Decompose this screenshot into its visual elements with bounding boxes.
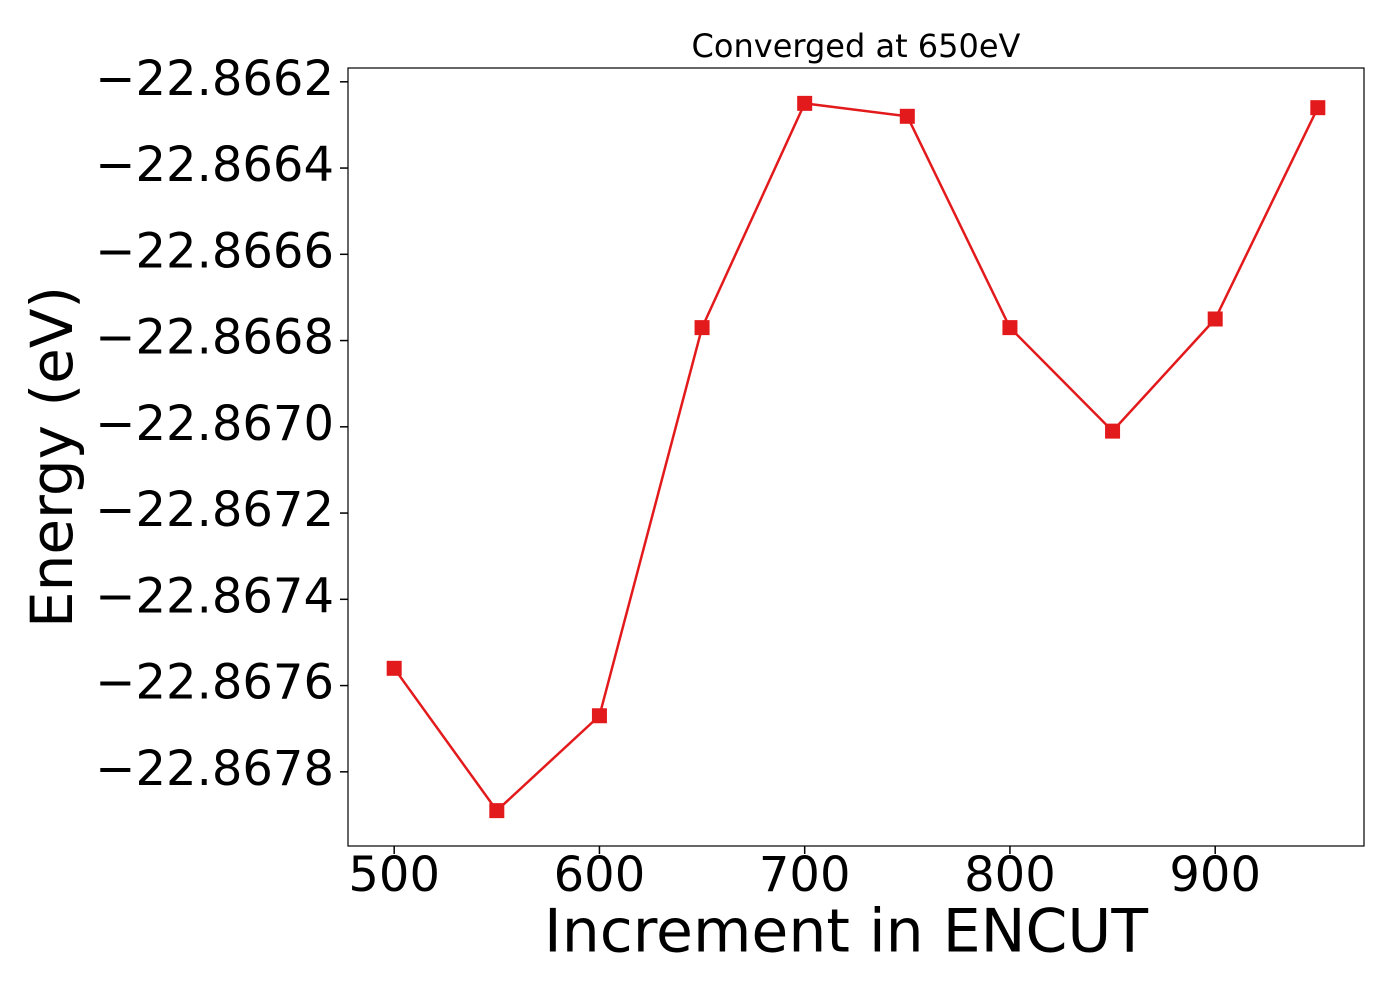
y-tick-label: −22.8676 — [95, 655, 334, 711]
x-tick-label: 700 — [759, 847, 851, 903]
y-tick-label: −22.8662 — [95, 51, 334, 107]
data-point — [899, 108, 915, 124]
y-tick-label: −22.8668 — [95, 310, 334, 366]
x-tick-label: 500 — [348, 847, 440, 903]
data-point — [489, 803, 505, 819]
x-axis-label: Increment in ENCUT — [544, 897, 1148, 967]
y-tick-label: −22.8678 — [95, 741, 334, 797]
data-point — [1207, 311, 1223, 327]
data-point — [797, 95, 813, 111]
y-tick-label: −22.8674 — [95, 568, 334, 624]
data-point — [694, 320, 710, 336]
y-tick-label: −22.8666 — [95, 223, 334, 279]
x-tick-label: 600 — [554, 847, 646, 903]
chart-title: Converged at 650eV — [692, 27, 1021, 65]
y-axis-label: Energy (eV) — [18, 286, 86, 628]
data-point — [1002, 320, 1018, 336]
y-tick-label: −22.8664 — [95, 137, 334, 193]
y-tick-label: −22.8670 — [95, 396, 334, 452]
data-point — [1105, 423, 1121, 439]
data-point — [386, 660, 402, 676]
x-tick-label: 800 — [964, 847, 1056, 903]
data-point — [591, 708, 607, 724]
plot-frame — [347, 67, 1365, 847]
x-tick-label: 900 — [1169, 847, 1261, 903]
y-tick-label: −22.8672 — [95, 482, 334, 538]
data-point — [1310, 100, 1326, 116]
series-line — [393, 102, 1319, 813]
